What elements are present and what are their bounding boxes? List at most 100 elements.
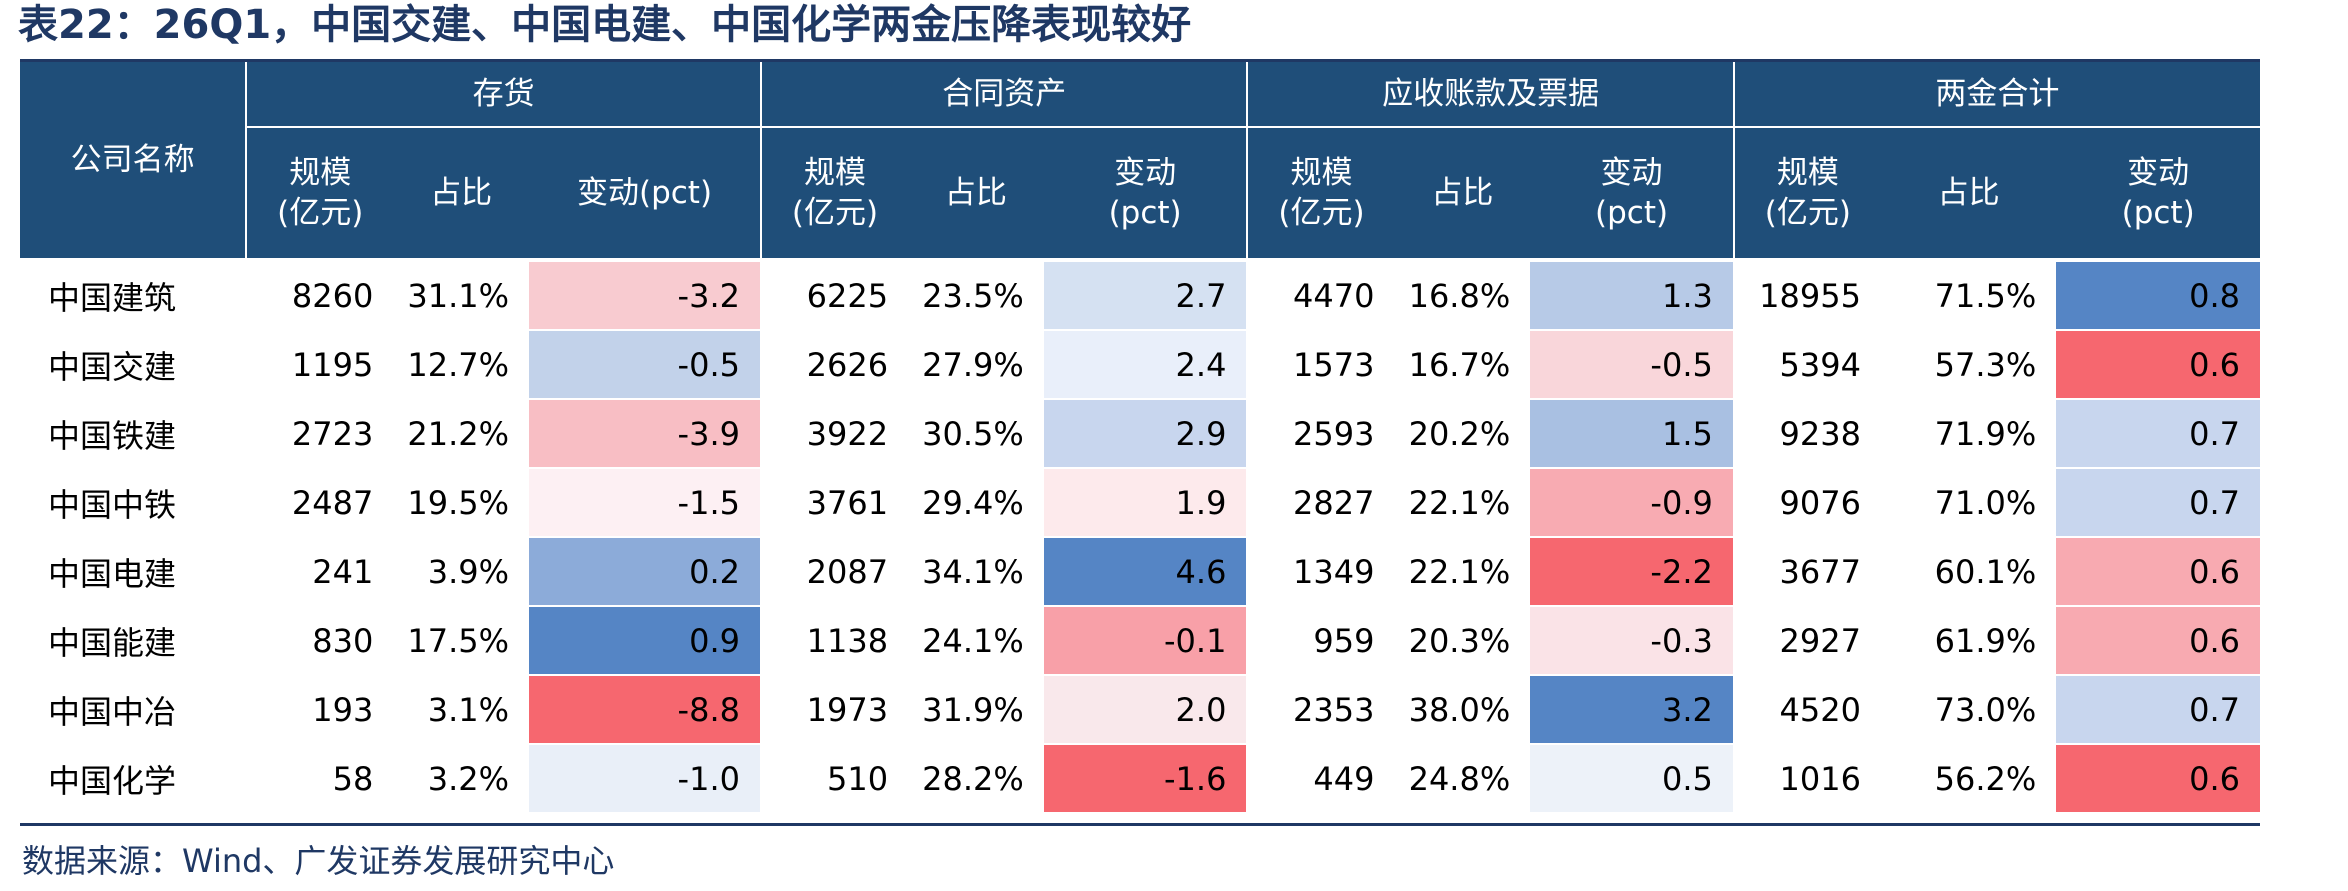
- company-name-cell: 中国化学: [20, 743, 247, 812]
- ca-chg-cell: 2.7: [1043, 258, 1249, 330]
- inv-share-header: 占比: [393, 127, 530, 260]
- inv-share-cell: 19.5%: [393, 467, 530, 537]
- company-name-cell: 中国能建: [20, 605, 247, 675]
- inv-scale-cell: 58: [246, 743, 394, 812]
- company-name-cell: 中国交建: [20, 329, 247, 399]
- ar-share-cell: 16.7%: [1394, 329, 1531, 399]
- inv-share-cell: 21.2%: [393, 398, 530, 468]
- ca-chg-cell: 1.9: [1043, 467, 1249, 537]
- ar-chg-cell: -0.3: [1530, 605, 1735, 675]
- company-name-cell: 中国电建: [20, 536, 247, 606]
- ca-change-header: 变动 (pct): [1043, 127, 1249, 260]
- ar-chg-cell: -2.2: [1530, 536, 1735, 606]
- ar-share-cell: 22.1%: [1394, 536, 1531, 606]
- ca-chg-cell: -1.6: [1043, 743, 1249, 812]
- company-name-cell: 中国建筑: [20, 258, 247, 330]
- ar-scale-cell: 959: [1247, 605, 1395, 675]
- ar-share-cell: 22.1%: [1394, 467, 1531, 537]
- tot-share-cell: 57.3%: [1880, 329, 2057, 399]
- tot-scale-cell: 5394: [1733, 329, 1881, 399]
- inv-chg-cell: -1.5: [529, 467, 762, 537]
- tot-chg-cell: 0.6: [2056, 329, 2260, 399]
- inv-share-cell: 3.9%: [393, 536, 530, 606]
- ca-scale-cell: 1973: [760, 674, 909, 744]
- inv-chg-cell: -1.0: [529, 743, 762, 812]
- table-row: 中国电建 241 3.9% 0.2 2087 34.1% 4.6 1349 22.1% -2.2 3…: [20, 536, 2260, 606]
- ar-share-cell: 16.8%: [1394, 258, 1531, 330]
- inv-chg-cell: 0.2: [529, 536, 762, 606]
- table-row: 中国中铁 2487 19.5% -1.5 3761 29.4% 1.9 2827 22.1% -0…: [20, 467, 2260, 537]
- inv-scale-cell: 830: [246, 605, 394, 675]
- ar-share-cell: 24.8%: [1394, 743, 1531, 812]
- tot-chg-cell: 0.7: [2056, 398, 2260, 468]
- tot-chg-cell: 0.8: [2056, 258, 2260, 330]
- ca-chg-cell: 2.0: [1043, 674, 1249, 744]
- inv-share-cell: 17.5%: [393, 605, 530, 675]
- table-row: 中国交建 1195 12.7% -0.5 2626 27.9% 2.4 1573 16.7% -0…: [20, 329, 2260, 399]
- ar-chg-cell: -0.5: [1530, 329, 1735, 399]
- ar-scale-header: 规模 (亿元): [1247, 127, 1395, 260]
- inv-chg-cell: -3.2: [529, 258, 762, 330]
- ca-chg-cell: 2.4: [1043, 329, 1249, 399]
- group-total: 两金合计: [1733, 62, 2260, 128]
- tot-chg-cell: 0.6: [2056, 536, 2260, 606]
- ar-chg-cell: 1.3: [1530, 258, 1735, 330]
- ar-share-cell: 38.0%: [1394, 674, 1531, 744]
- ca-scale-cell: 3761: [760, 467, 909, 537]
- ca-scale-cell: 2087: [760, 536, 909, 606]
- tot-scale-cell: 9238: [1733, 398, 1881, 468]
- inv-chg-cell: -8.8: [529, 674, 762, 744]
- inv-scale-cell: 241: [246, 536, 394, 606]
- inv-scale-cell: 2723: [246, 398, 394, 468]
- ca-scale-header: 规模 (亿元): [760, 127, 909, 260]
- table-title: 表22：26Q1，中国交建、中国电建、中国化学两金压降表现较好: [18, 2, 1192, 48]
- company-name-cell: 中国铁建: [20, 398, 247, 468]
- ca-share-cell: 34.1%: [908, 536, 1044, 606]
- tot-scale-cell: 9076: [1733, 467, 1881, 537]
- ca-scale-cell: 6225: [760, 258, 909, 330]
- source-note: 数据来源：Wind、广发证券发展研究中心: [22, 842, 615, 880]
- tot-share-cell: 71.5%: [1880, 258, 2057, 330]
- tot-scale-cell: 18955: [1733, 258, 1881, 330]
- ar-share-cell: 20.3%: [1394, 605, 1531, 675]
- ca-share-cell: 31.9%: [908, 674, 1044, 744]
- tot-share-cell: 60.1%: [1880, 536, 2057, 606]
- inv-share-cell: 31.1%: [393, 258, 530, 330]
- tot-scale-cell: 2927: [1733, 605, 1881, 675]
- ca-scale-cell: 3922: [760, 398, 909, 468]
- inv-scale-cell: 8260: [246, 258, 394, 330]
- tot-share-cell: 73.0%: [1880, 674, 2057, 744]
- ca-share-cell: 28.2%: [908, 743, 1044, 812]
- ar-scale-cell: 1349: [1247, 536, 1395, 606]
- inv-chg-cell: -3.9: [529, 398, 762, 468]
- ca-share-cell: 30.5%: [908, 398, 1044, 468]
- ca-chg-cell: -0.1: [1043, 605, 1249, 675]
- ar-chg-cell: -0.9: [1530, 467, 1735, 537]
- table-row: 中国能建 830 17.5% 0.9 1138 24.1% -0.1 959 20.3% -0.3…: [20, 605, 2260, 675]
- tot-chg-cell: 0.6: [2056, 605, 2260, 675]
- tot-chg-cell: 0.6: [2056, 743, 2260, 812]
- tot-scale-cell: 3677: [1733, 536, 1881, 606]
- inv-scale-cell: 1195: [246, 329, 394, 399]
- ar-scale-cell: 2353: [1247, 674, 1395, 744]
- company-name-cell: 中国中冶: [20, 674, 247, 744]
- inv-scale-header: 规模 (亿元): [246, 127, 394, 260]
- top-rule: [20, 59, 2260, 62]
- ar-chg-cell: 3.2: [1530, 674, 1735, 744]
- tot-chg-cell: 0.7: [2056, 674, 2260, 744]
- ca-share-header: 占比: [908, 127, 1044, 260]
- ar-scale-cell: 449: [1247, 743, 1395, 812]
- bottom-rule: [20, 823, 2260, 826]
- tot-share-cell: 71.0%: [1880, 467, 2057, 537]
- ar-scale-cell: 4470: [1247, 258, 1395, 330]
- inv-change-header: 变动(pct): [529, 127, 762, 260]
- two-funds-table: 公司名称 存货 合同资产 应收账款及票据 两金合计 规模 (亿元) 占比 变动(p…: [20, 62, 2260, 812]
- inv-chg-cell: 0.9: [529, 605, 762, 675]
- tot-share-cell: 71.9%: [1880, 398, 2057, 468]
- group-receivables: 应收账款及票据: [1247, 62, 1735, 128]
- tot-scale-cell: 4520: [1733, 674, 1881, 744]
- ca-share-cell: 27.9%: [908, 329, 1044, 399]
- table-body: 中国建筑 8260 31.1% -3.2 6225 23.5% 2.7 4470 16.8% 1.…: [20, 258, 2260, 812]
- tot-scale-header: 规模 (亿元): [1733, 127, 1881, 260]
- ar-chg-cell: 1.5: [1530, 398, 1735, 468]
